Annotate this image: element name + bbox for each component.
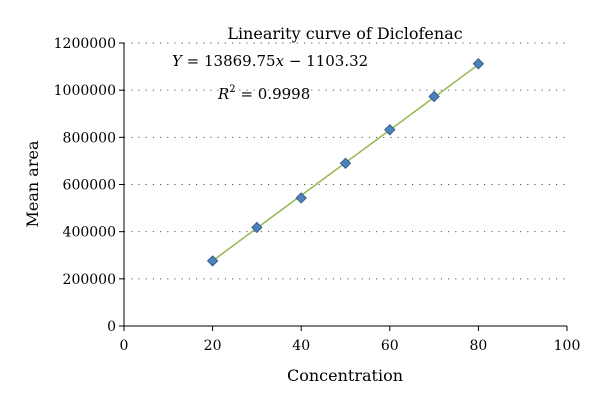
y-ticks: 0 200000 400000 600000 800000 1000000 1200000 [54, 36, 124, 335]
y-tick-label: 200000 [63, 272, 116, 288]
y-tick-label: 1200000 [54, 36, 116, 52]
x-tick-label: 80 [469, 338, 487, 354]
r-squared-value: = 0.9998 [236, 85, 311, 103]
y-tick-label: 800000 [63, 130, 116, 146]
trend-equation: Y = 13869.75x − 1103.32 [172, 52, 368, 70]
data-point-marker [428, 90, 440, 103]
axes [123, 43, 567, 327]
data-point-marker [206, 255, 219, 267]
equation-intercept: − 1103.32 [284, 52, 368, 70]
equation-y-symbol: Y [172, 52, 184, 70]
x-tick-label: 40 [292, 338, 310, 354]
chart-title: Linearity curve of Diclofenac [227, 24, 462, 43]
data-point-marker [339, 157, 352, 169]
x-tick-label: 20 [204, 338, 222, 354]
data-point-marker [384, 124, 396, 136]
data-point-marker [251, 221, 263, 234]
x-tick-label: 100 [554, 338, 581, 354]
data-point-marker [295, 192, 307, 204]
y-tick-label: 1000000 [54, 83, 116, 99]
data-point-marker [472, 58, 485, 70]
x-tick-label: 0 [120, 338, 129, 354]
x-tick-label: 60 [381, 338, 399, 354]
x-ticks: 0 20 40 60 80 100 [120, 326, 581, 354]
x-axis-label: Concentration [287, 366, 403, 385]
equation-slope: = 13869.75 [182, 52, 276, 70]
r-symbol: R [217, 85, 229, 103]
y-tick-label: 600000 [63, 178, 116, 194]
y-axis-label: Mean area [23, 140, 42, 227]
data-points [206, 58, 485, 267]
r-superscript: 2 [229, 84, 235, 95]
equation-x-symbol: x [276, 52, 285, 70]
r-squared-label: R2 = 0.9998 [217, 84, 310, 103]
y-tick-label: 0 [107, 319, 116, 335]
y-tick-label: 400000 [63, 225, 116, 241]
